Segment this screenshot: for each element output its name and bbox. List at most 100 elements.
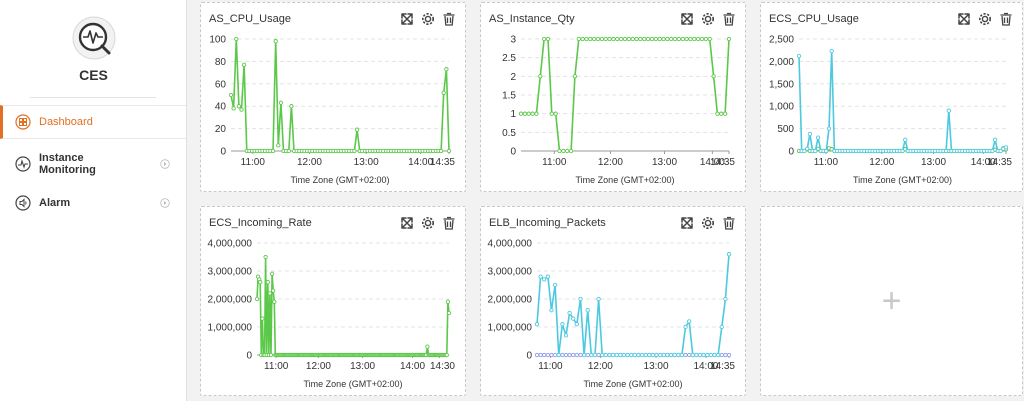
expand-icon[interactable]: [399, 11, 415, 27]
widget-toolbar: [399, 215, 457, 231]
nav-item-alarm[interactable]: Alarm: [0, 193, 186, 213]
data-point: [723, 296, 728, 302]
widget-toolbar: [679, 215, 737, 231]
x-tick-label: 14:00: [693, 361, 718, 372]
data-point: [239, 107, 244, 112]
data-point: [263, 254, 268, 260]
data-point: [272, 299, 277, 304]
data-point: [596, 296, 601, 302]
gear-icon[interactable]: [700, 215, 716, 231]
add-widget-button[interactable]: +: [760, 206, 1023, 396]
data-point: [610, 352, 616, 358]
trash-icon[interactable]: [721, 11, 737, 27]
data-point: [687, 319, 692, 324]
data-point: [630, 36, 635, 42]
data-point: [611, 36, 616, 42]
data-point: [829, 48, 834, 54]
chart-title: ECS_CPU_Usage: [769, 13, 859, 25]
y-tick-label: 4,000,000: [208, 239, 253, 250]
data-point: [626, 36, 632, 42]
data-point: [715, 111, 720, 116]
gear-icon[interactable]: [420, 11, 436, 27]
data-point: [545, 36, 551, 42]
data-point: [567, 352, 572, 358]
x-tick-label: 14:35: [430, 157, 455, 168]
nav-item-instance-monitoring[interactable]: Instance Monitoring: [0, 148, 186, 180]
nav-item-dashboard[interactable]: Dashboard: [0, 105, 186, 139]
data-point: [596, 352, 601, 358]
x-tick-label: 11:00: [241, 157, 266, 168]
data-point: [552, 352, 558, 358]
data-point: [254, 296, 260, 302]
data-point: [441, 90, 446, 95]
expand-icon[interactable]: [679, 215, 695, 231]
data-point: [796, 53, 802, 59]
data-point: [696, 36, 701, 42]
x-tick-label: 13:00: [644, 361, 669, 372]
data-point: [236, 104, 242, 109]
y-tick-label: 1,000: [769, 102, 794, 113]
data-point: [270, 148, 276, 154]
data-point: [425, 344, 430, 349]
gear-icon[interactable]: [700, 11, 716, 27]
data-point: [707, 36, 712, 42]
data-point: [542, 277, 547, 282]
y-tick-label: 20: [215, 124, 227, 135]
data-point: [639, 352, 645, 358]
data-point: [557, 148, 562, 154]
data-point: [522, 111, 528, 116]
y-tick-label: 80: [215, 57, 227, 68]
data-point: [622, 36, 628, 42]
trash-icon[interactable]: [721, 215, 737, 231]
data-point: [657, 36, 662, 42]
data-point: [692, 36, 697, 42]
data-point: [723, 352, 728, 358]
gear-icon[interactable]: [977, 11, 993, 27]
expand-icon[interactable]: [399, 215, 415, 231]
data-point: [712, 352, 717, 358]
data-point: [642, 36, 647, 42]
data-point: [654, 352, 659, 358]
data-point: [534, 111, 539, 116]
trash-icon[interactable]: [441, 215, 457, 231]
expand-icon[interactable]: [679, 11, 695, 27]
x-tick-label: 13:00: [652, 157, 677, 168]
data-point: [643, 352, 648, 358]
series-line: [230, 38, 450, 152]
data-point: [560, 352, 565, 358]
data-point: [653, 36, 658, 42]
x-tick-label: 14:35: [710, 361, 735, 372]
data-point: [672, 352, 677, 358]
x-tick-label: 14:00: [971, 157, 996, 168]
data-point: [352, 148, 357, 154]
data-point: [676, 36, 682, 42]
data-point: [722, 111, 728, 116]
data-point: [289, 104, 294, 109]
y-tick-label: 0: [788, 147, 794, 158]
data-point: [561, 148, 566, 154]
data-point: [584, 36, 589, 42]
data-point: [815, 135, 821, 140]
y-tick-label: 0.5: [502, 128, 516, 139]
data-point: [676, 352, 681, 358]
gear-icon[interactable]: [420, 215, 436, 231]
chevron-right-icon: [160, 159, 170, 169]
trash-icon[interactable]: [441, 11, 457, 27]
data-point: [260, 316, 265, 321]
expand-icon[interactable]: [956, 11, 972, 27]
widget-toolbar: [399, 11, 457, 27]
trash-icon[interactable]: [998, 11, 1014, 27]
data-point: [632, 352, 637, 358]
data-point: [1003, 145, 1009, 150]
brand-divider: [30, 97, 156, 98]
data-point: [805, 146, 810, 151]
data-point: [824, 148, 829, 154]
chart-title: ECS_Incoming_Rate: [209, 217, 312, 229]
data-point: [715, 352, 721, 358]
y-tick-label: 0: [510, 147, 516, 158]
x-tick-label: 12:00: [598, 157, 623, 168]
data-point: [241, 62, 247, 67]
data-point: [990, 148, 995, 154]
data-point: [683, 324, 688, 330]
data-point: [581, 352, 587, 358]
